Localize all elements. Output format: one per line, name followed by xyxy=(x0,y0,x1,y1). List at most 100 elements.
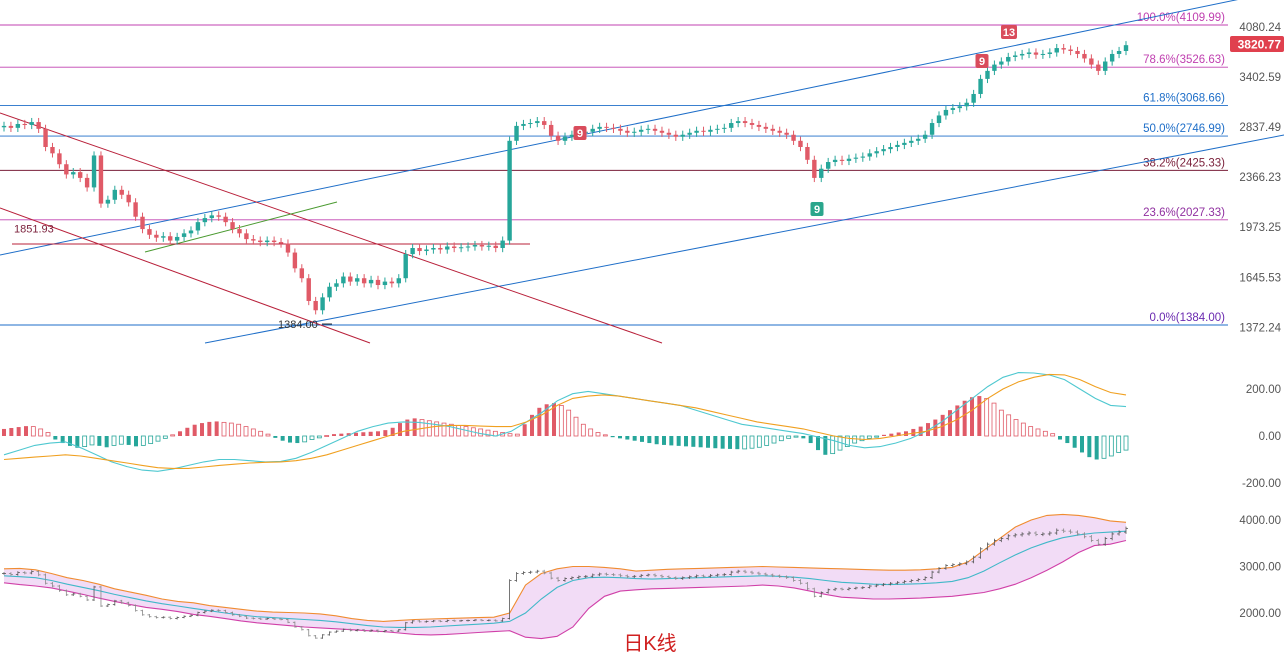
main-axis-tick: 2366.23 xyxy=(1239,172,1281,184)
candle-body xyxy=(521,123,526,126)
candle-body xyxy=(410,248,415,255)
candle-body xyxy=(770,128,775,131)
macd-bar xyxy=(852,435,858,444)
candle-body xyxy=(181,233,187,237)
macd-bar xyxy=(1116,435,1122,453)
macd-bar xyxy=(221,421,227,437)
macd-axis-tick: -200.00 xyxy=(1242,478,1281,490)
macd-bar xyxy=(111,435,117,446)
candle-body xyxy=(729,123,734,128)
candle-body xyxy=(1096,64,1101,71)
candle-body xyxy=(645,128,651,130)
candle-body xyxy=(36,122,41,129)
macd-bar xyxy=(1042,430,1048,437)
bollinger-axis: 4000.00 3000.00 2000.00 xyxy=(1239,515,1281,620)
candle-body xyxy=(479,245,485,247)
macd-bar xyxy=(155,435,161,442)
candle-body xyxy=(1012,55,1018,57)
macd-bar xyxy=(45,432,51,437)
candle-body xyxy=(618,128,623,131)
candle-body xyxy=(1123,45,1129,52)
main-axis-tick: 4080.24 xyxy=(1239,22,1281,34)
macd-bar xyxy=(178,431,182,436)
macd-bar xyxy=(383,430,388,436)
candle-body xyxy=(638,129,644,132)
fibonacci-retracement[interactable]: 100.0%(4109.99) 78.6%(3526.63) 61.8%(3068.… xyxy=(0,12,1228,326)
macd-bar xyxy=(361,432,366,436)
macd-bar xyxy=(134,436,138,447)
candle-body xyxy=(154,234,159,238)
macd-bar xyxy=(544,404,549,436)
macd-bar xyxy=(192,424,197,436)
candle-body xyxy=(922,134,928,139)
candle-body xyxy=(43,128,48,148)
candle-body xyxy=(763,126,769,129)
candle-body xyxy=(258,240,263,243)
macd-bar xyxy=(1006,414,1012,437)
current-price-badge: 3820.77 xyxy=(1230,36,1284,52)
td-marker xyxy=(810,202,824,216)
macd-bar xyxy=(823,436,828,455)
macd-bar xyxy=(595,432,601,437)
macd-bar xyxy=(618,436,622,439)
candle-body xyxy=(119,189,124,195)
candle-body xyxy=(64,164,69,175)
macd-bar xyxy=(991,402,997,437)
main-axis-tick: 1645.53 xyxy=(1239,272,1281,284)
macd-bar xyxy=(756,435,762,448)
candle-body xyxy=(382,281,388,286)
candle-body xyxy=(84,177,90,188)
macd-bar xyxy=(874,435,880,438)
candle-body xyxy=(999,61,1004,65)
candle-body xyxy=(389,281,395,284)
macd-bar xyxy=(764,435,770,446)
candle-body xyxy=(562,136,568,141)
macd-bar xyxy=(228,422,234,437)
macd-bar xyxy=(324,435,330,437)
macd-bar xyxy=(778,435,784,442)
macd-bar xyxy=(9,428,14,436)
fib-label: 50.0%(2746.99) xyxy=(1143,123,1225,135)
macd-bar xyxy=(1050,433,1056,437)
candle-body xyxy=(812,159,817,178)
macd-bar xyxy=(940,414,945,436)
candle-body xyxy=(161,236,166,238)
macd-bar xyxy=(97,436,102,446)
fib-label: 23.6%(2027.33) xyxy=(1143,207,1225,219)
candle-body xyxy=(950,108,956,110)
candle-body xyxy=(133,202,138,217)
macd-bar xyxy=(1020,422,1026,437)
candle-body xyxy=(50,147,55,154)
candle-body xyxy=(632,131,637,133)
macd-bar xyxy=(2,428,6,436)
macd-bar xyxy=(118,435,124,445)
bollinger-panel[interactable] xyxy=(2,513,1128,640)
candle-body xyxy=(777,130,782,133)
macd-bar xyxy=(309,435,315,440)
candle-body xyxy=(91,155,97,188)
candle-body xyxy=(98,155,104,204)
main-price-axis: 4080.24 3402.59 2837.49 2366.23 1973.25 1645.… xyxy=(1239,22,1281,334)
macd-bar xyxy=(441,422,447,437)
macd-bar xyxy=(735,436,740,450)
macd-panel[interactable] xyxy=(2,372,1129,472)
candle-body xyxy=(445,246,450,250)
macd-bar xyxy=(126,436,131,445)
macd-bar xyxy=(456,425,462,437)
candle-body xyxy=(555,135,561,141)
candle-body xyxy=(140,216,145,230)
macd-bar xyxy=(250,428,256,437)
candle-body xyxy=(105,199,111,204)
macd-bar xyxy=(654,436,659,445)
candle-body xyxy=(361,278,367,284)
trend-channels[interactable] xyxy=(0,0,1284,344)
candle-body xyxy=(465,246,471,248)
candle-body xyxy=(417,248,422,252)
candle-body xyxy=(971,93,976,103)
macd-bar xyxy=(346,433,351,436)
candle-body xyxy=(784,132,789,135)
macd-bar xyxy=(1058,436,1062,440)
macd-bar xyxy=(691,436,696,447)
macd-bar xyxy=(1065,436,1070,444)
